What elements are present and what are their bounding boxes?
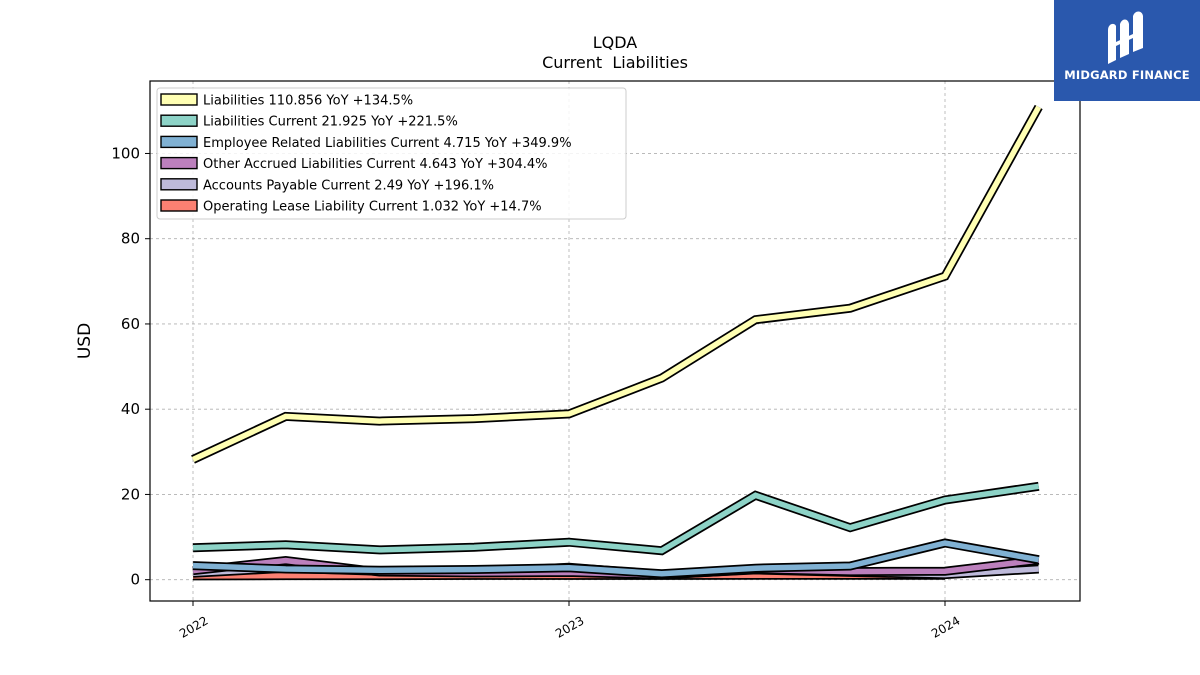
series-outline <box>192 481 1040 556</box>
legend-label: Operating Lease Liability Current 1.032 … <box>203 200 542 215</box>
series-line <box>191 105 1042 462</box>
y-tick-label: 20 <box>121 485 140 503</box>
y-tick-label: 100 <box>111 144 140 162</box>
series-line <box>192 483 1040 554</box>
x-tick-label: 2023 <box>553 613 586 640</box>
chart-title: LQDA <box>593 33 638 52</box>
legend-swatch <box>160 93 198 106</box>
legend-swatch <box>160 199 198 212</box>
midgard-logo-icon <box>1108 11 1143 64</box>
legend-label: Employee Related Liabilities Current 4.7… <box>203 136 572 151</box>
legend-swatch <box>160 114 198 127</box>
y-tick-label: 40 <box>121 400 140 418</box>
legend-swatch <box>160 178 198 191</box>
y-axis-label: USD <box>75 323 95 359</box>
legend-swatch <box>160 135 198 149</box>
plot-frame <box>149 80 1081 602</box>
x-tick-label: 2022 <box>177 613 210 640</box>
y-tick-label: 80 <box>121 230 140 248</box>
y-tick-label: 60 <box>121 315 140 333</box>
brand-name: MIDGARD FINANCE <box>1064 68 1190 82</box>
legend-swatch <box>160 156 198 170</box>
series-line <box>192 540 1040 577</box>
brand-logo: MIDGARD FINANCE <box>1054 0 1200 101</box>
legend-box <box>156 87 627 220</box>
legend-label: Liabilities 110.856 YoY +134.5% <box>203 94 413 109</box>
y-tick-label: 0 <box>130 571 140 589</box>
legend-label: Accounts Payable Current 2.49 YoY +196.1… <box>203 178 494 193</box>
legend-label: Liabilities Current 21.925 YoY +221.5% <box>203 115 458 130</box>
x-tick-label: 2024 <box>929 613 962 640</box>
chart-subtitle: Current Liabilities <box>542 53 688 72</box>
legend-label: Other Accrued Liabilities Current 4.643 … <box>203 157 548 172</box>
